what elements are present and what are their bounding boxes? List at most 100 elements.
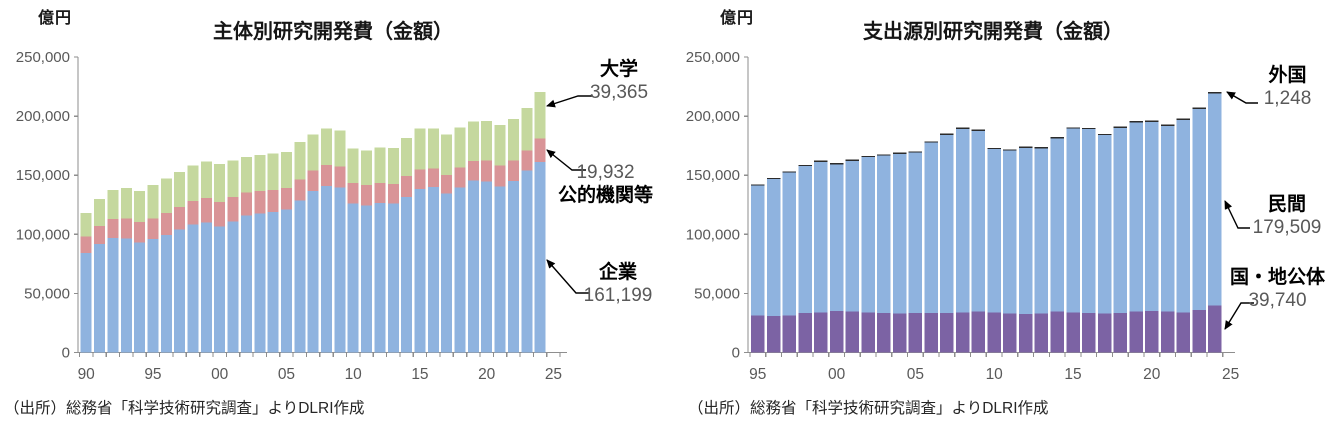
bar-segment-2018-1: [454, 187, 466, 353]
bar-segment-2015-3: [414, 128, 426, 170]
bar-segment-1997-1: [174, 229, 186, 353]
bar-segment-2018-2: [454, 167, 466, 188]
bar-segment-2018-3: [1113, 126, 1128, 129]
bar-segment-2009-3: [971, 129, 986, 131]
bar-segment-2020-1: [481, 181, 493, 353]
callout-private: 民間 179,509: [1227, 193, 1337, 239]
bar-segment-1999-2: [814, 161, 828, 313]
bar-segment-2014-2: [401, 175, 413, 198]
bar-segment-2020-2: [481, 160, 493, 182]
bar-segment-2004-2: [267, 189, 279, 212]
bar-segment-1995-2: [147, 218, 159, 240]
bar-segment-1990-3: [80, 213, 92, 237]
bar-segment-1992-2: [107, 218, 119, 238]
bar-segment-2023-2: [521, 150, 533, 171]
callout-companies-label: 企業: [598, 262, 637, 283]
bar-segment-1997-1: [782, 315, 797, 353]
bar-segment-1999-1: [814, 312, 828, 353]
bar-segment-2011-2: [1003, 150, 1017, 314]
callout-private-value: 179,509: [1252, 217, 1322, 238]
bar-segment-2010-3: [347, 148, 359, 183]
bar-segment-2019-3: [467, 121, 479, 162]
x-axis-tick-label: 15: [411, 366, 428, 383]
bar-segment-2013-2: [387, 184, 399, 204]
bar-segment-2007-1: [940, 312, 954, 353]
bar-segment-2008-3: [955, 127, 970, 129]
bar-segment-2008-2: [955, 128, 970, 313]
bar-segment-2021-1: [494, 186, 506, 353]
bar-segment-2023-1: [521, 170, 533, 353]
bar-segment-2003-1: [254, 213, 266, 353]
bar-segment-2021-2: [494, 165, 506, 187]
bar-segment-1994-1: [134, 242, 146, 353]
bar-segment-2016-2: [1082, 129, 1096, 313]
bar-segment-1997-3: [782, 171, 797, 173]
bar-segment-1996-1: [160, 234, 172, 353]
callout-universities-value: 39,365: [589, 82, 649, 103]
bar-segment-2010-2: [987, 149, 1001, 313]
callout-private-label: 民間: [1267, 194, 1306, 215]
bar-segment-2016-3: [1082, 127, 1096, 130]
y-axis-tick-label: 0: [62, 345, 70, 362]
bar-segment-2018-2: [1113, 128, 1128, 313]
bar-segment-2014-2: [1050, 138, 1064, 312]
bar-segment-2000-3: [214, 163, 226, 202]
callout-universities: 大学 39,365: [559, 58, 679, 104]
bar-segment-2014-1: [401, 197, 413, 353]
bar-segment-2007-2: [307, 170, 319, 192]
bar-segment-2017-2: [441, 175, 453, 194]
bar-segment-2015-2: [414, 169, 426, 189]
bar-segment-2015-2: [1066, 128, 1080, 313]
bar-segment-1997-3: [174, 172, 186, 208]
bar-segment-1995-2: [751, 185, 765, 316]
bar-segment-1999-3: [200, 161, 212, 199]
bar-segment-2007-1: [307, 191, 319, 353]
bar-segment-2009-2: [334, 166, 346, 188]
y-axis-tick-label: 100,000: [686, 226, 740, 243]
y-axis-tick-label: 50,000: [694, 285, 740, 302]
chart-title-by-sector: 主体別研究開発費（金額）: [213, 21, 453, 43]
chart-title-by-funding-source: 支出源別研究開発費（金額）: [863, 21, 1123, 43]
x-axis-tick-label: 00: [211, 366, 229, 383]
source-note-right: （出所）総務省「科学技術研究調査」よりDLRI作成: [688, 400, 1049, 417]
bar-segment-1993-1: [120, 238, 132, 353]
bar-segment-2008-3: [321, 128, 332, 166]
x-axis-tick-label: 20: [1143, 366, 1161, 383]
bar-segment-2014-3: [401, 137, 413, 176]
bar-segment-1993-3: [120, 188, 132, 219]
bar-segment-2023-3: [521, 107, 533, 151]
bar-segment-2001-2: [845, 160, 860, 312]
bar-segment-2022-3: [507, 119, 519, 161]
bar-segment-2007-3: [307, 134, 319, 171]
bar-segment-2000-2: [829, 164, 844, 312]
x-axis-tick-label: 20: [478, 366, 496, 383]
bar-segment-2022-2: [1176, 119, 1191, 313]
bar-segment-1998-2: [798, 166, 812, 313]
bar-segment-2013-1: [1034, 313, 1049, 353]
bar-segment-1996-2: [160, 213, 172, 235]
bar-segment-1991-3: [94, 198, 106, 227]
y-axis-tick-label: 250,000: [16, 49, 70, 66]
bar-segment-2019-2: [1129, 122, 1143, 312]
callout-public-institutions: 19,932 公的機関等: [533, 161, 678, 207]
y-axis-unit-left: 億円: [38, 10, 73, 27]
bar-segment-2004-3: [892, 152, 907, 154]
bar-segment-1997-2: [782, 172, 797, 316]
bar-segment-2015-1: [414, 188, 426, 353]
bar-segment-1994-2: [134, 221, 146, 243]
x-axis-tick-label: 95: [144, 366, 161, 383]
bar-segment-2009-1: [971, 311, 986, 353]
bar-segment-1992-3: [107, 189, 119, 219]
x-axis-tick-label: 05: [907, 366, 924, 383]
bar-segment-2005-3: [280, 152, 292, 189]
callout-public-institutions-value: 19,932: [576, 162, 635, 183]
bar-segment-2014-1: [1050, 311, 1064, 353]
bar-segment-1995-3: [751, 184, 765, 186]
callout-foreign-value: 1,248: [1263, 88, 1312, 109]
bar-segment-2020-2: [1145, 121, 1159, 312]
bar-segment-2015-3: [1066, 127, 1080, 129]
x-axis-tick-label: 00: [828, 366, 846, 383]
bar-segment-2013-3: [1034, 147, 1049, 149]
arrow-universities: [546, 95, 592, 108]
